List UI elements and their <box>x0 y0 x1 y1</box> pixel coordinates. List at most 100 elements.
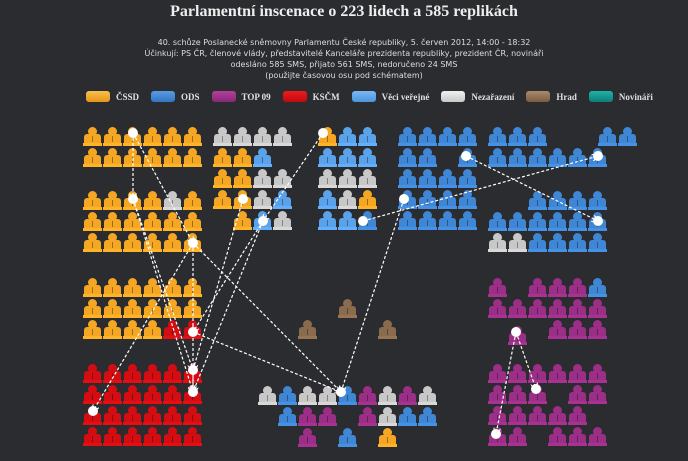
seat-top09[interactable] <box>488 299 507 319</box>
seat-ods[interactable] <box>508 148 527 168</box>
seat-kscm[interactable] <box>163 406 182 426</box>
seat-cssd[interactable] <box>183 212 202 232</box>
seat-ods[interactable] <box>438 190 457 210</box>
seat-nezarazeni[interactable] <box>213 127 232 147</box>
seat-ods[interactable] <box>568 212 587 232</box>
seat-vv[interactable] <box>338 211 357 231</box>
seat-top09[interactable] <box>298 407 317 427</box>
seat-ods[interactable] <box>528 127 547 147</box>
seat-cssd[interactable] <box>103 233 122 253</box>
seat-cssd[interactable] <box>83 320 102 340</box>
seat-ods[interactable] <box>398 169 417 189</box>
seat-ods[interactable] <box>418 148 437 168</box>
seat-top09[interactable] <box>548 320 567 340</box>
seat-kscm[interactable] <box>103 406 122 426</box>
legend-item-nezarazeni[interactable]: Nezařazení <box>441 91 514 102</box>
seat-top09[interactable] <box>548 406 567 426</box>
active-seat-marker[interactable] <box>238 194 248 204</box>
seat-top09[interactable] <box>508 406 527 426</box>
seat-ods[interactable] <box>438 169 457 189</box>
seat-nezarazeni[interactable] <box>318 386 337 406</box>
seat-cssd[interactable] <box>103 127 122 147</box>
seat-nezarazeni[interactable] <box>273 211 292 231</box>
active-seat-marker[interactable] <box>318 128 328 138</box>
legend-item-cssd[interactable]: ČSSD <box>86 91 139 102</box>
active-seat-marker[interactable] <box>258 216 268 226</box>
seat-hrad[interactable] <box>298 320 317 340</box>
seat-top09[interactable] <box>548 427 567 447</box>
seat-ods[interactable] <box>458 127 477 147</box>
seat-top09[interactable] <box>398 386 417 406</box>
seat-cssd[interactable] <box>123 299 142 319</box>
active-seat-marker[interactable] <box>188 238 198 248</box>
seat-kscm[interactable] <box>83 385 102 405</box>
active-seat-marker[interactable] <box>88 406 98 416</box>
seat-ods[interactable] <box>418 407 437 427</box>
seat-kscm[interactable] <box>103 385 122 405</box>
seat-ods[interactable] <box>488 148 507 168</box>
seat-ods[interactable] <box>548 212 567 232</box>
seat-kscm[interactable] <box>103 364 122 384</box>
seat-top09[interactable] <box>358 407 377 427</box>
seat-cssd[interactable] <box>163 233 182 253</box>
seat-top09[interactable] <box>488 278 507 298</box>
seat-cssd[interactable] <box>183 127 202 147</box>
seat-top09[interactable] <box>568 278 587 298</box>
seat-kscm[interactable] <box>123 427 142 447</box>
seat-cssd[interactable] <box>163 127 182 147</box>
seat-ods[interactable] <box>508 127 527 147</box>
seat-top09[interactable] <box>568 364 587 384</box>
seat-top09[interactable] <box>588 427 607 447</box>
seat-kscm[interactable] <box>183 427 202 447</box>
seat-cssd[interactable] <box>83 191 102 211</box>
seat-top09[interactable] <box>548 299 567 319</box>
seat-nezarazeni[interactable] <box>358 169 377 189</box>
active-seat-marker[interactable] <box>358 216 368 226</box>
seat-nezarazeni[interactable] <box>258 386 277 406</box>
seat-ods[interactable] <box>588 191 607 211</box>
seat-top09[interactable] <box>528 364 547 384</box>
seat-cssd[interactable] <box>233 211 252 231</box>
seat-cssd[interactable] <box>103 299 122 319</box>
seat-cssd[interactable] <box>378 428 397 448</box>
seat-top09[interactable] <box>568 320 587 340</box>
seat-kscm[interactable] <box>83 364 102 384</box>
seat-top09[interactable] <box>488 364 507 384</box>
seat-kscm[interactable] <box>183 406 202 426</box>
seat-ods[interactable] <box>338 386 357 406</box>
seat-top09[interactable] <box>508 385 527 405</box>
seat-cssd[interactable] <box>163 148 182 168</box>
seat-kscm[interactable] <box>103 427 122 447</box>
seat-ods[interactable] <box>618 127 637 147</box>
seat-ods[interactable] <box>598 127 617 147</box>
seat-top09[interactable] <box>548 364 567 384</box>
seat-kscm[interactable] <box>143 385 162 405</box>
active-seat-marker[interactable] <box>188 365 198 375</box>
seat-vv[interactable] <box>318 190 337 210</box>
seat-top09[interactable] <box>568 427 587 447</box>
seat-ods[interactable] <box>528 212 547 232</box>
seat-nezarazeni[interactable] <box>318 169 337 189</box>
seat-cssd[interactable] <box>83 299 102 319</box>
seat-cssd[interactable] <box>163 212 182 232</box>
seat-kscm[interactable] <box>143 364 162 384</box>
seat-cssd[interactable] <box>358 190 377 210</box>
seat-cssd[interactable] <box>83 127 102 147</box>
seat-ods[interactable] <box>278 386 297 406</box>
seat-nezarazeni[interactable] <box>253 190 272 210</box>
seat-ods[interactable] <box>418 169 437 189</box>
seat-ods[interactable] <box>528 233 547 253</box>
seat-cssd[interactable] <box>143 127 162 147</box>
active-seat-marker[interactable] <box>511 327 521 337</box>
seat-ods[interactable] <box>418 211 437 231</box>
seat-cssd[interactable] <box>143 320 162 340</box>
active-seat-marker[interactable] <box>188 387 198 397</box>
seat-ods[interactable] <box>438 211 457 231</box>
seat-cssd[interactable] <box>143 191 162 211</box>
seat-ods[interactable] <box>398 407 417 427</box>
seat-kscm[interactable] <box>163 385 182 405</box>
legend-item-hrad[interactable]: Hrad <box>526 91 577 102</box>
seat-cssd[interactable] <box>103 278 122 298</box>
seat-ods[interactable] <box>398 127 417 147</box>
seat-ods[interactable] <box>398 148 417 168</box>
